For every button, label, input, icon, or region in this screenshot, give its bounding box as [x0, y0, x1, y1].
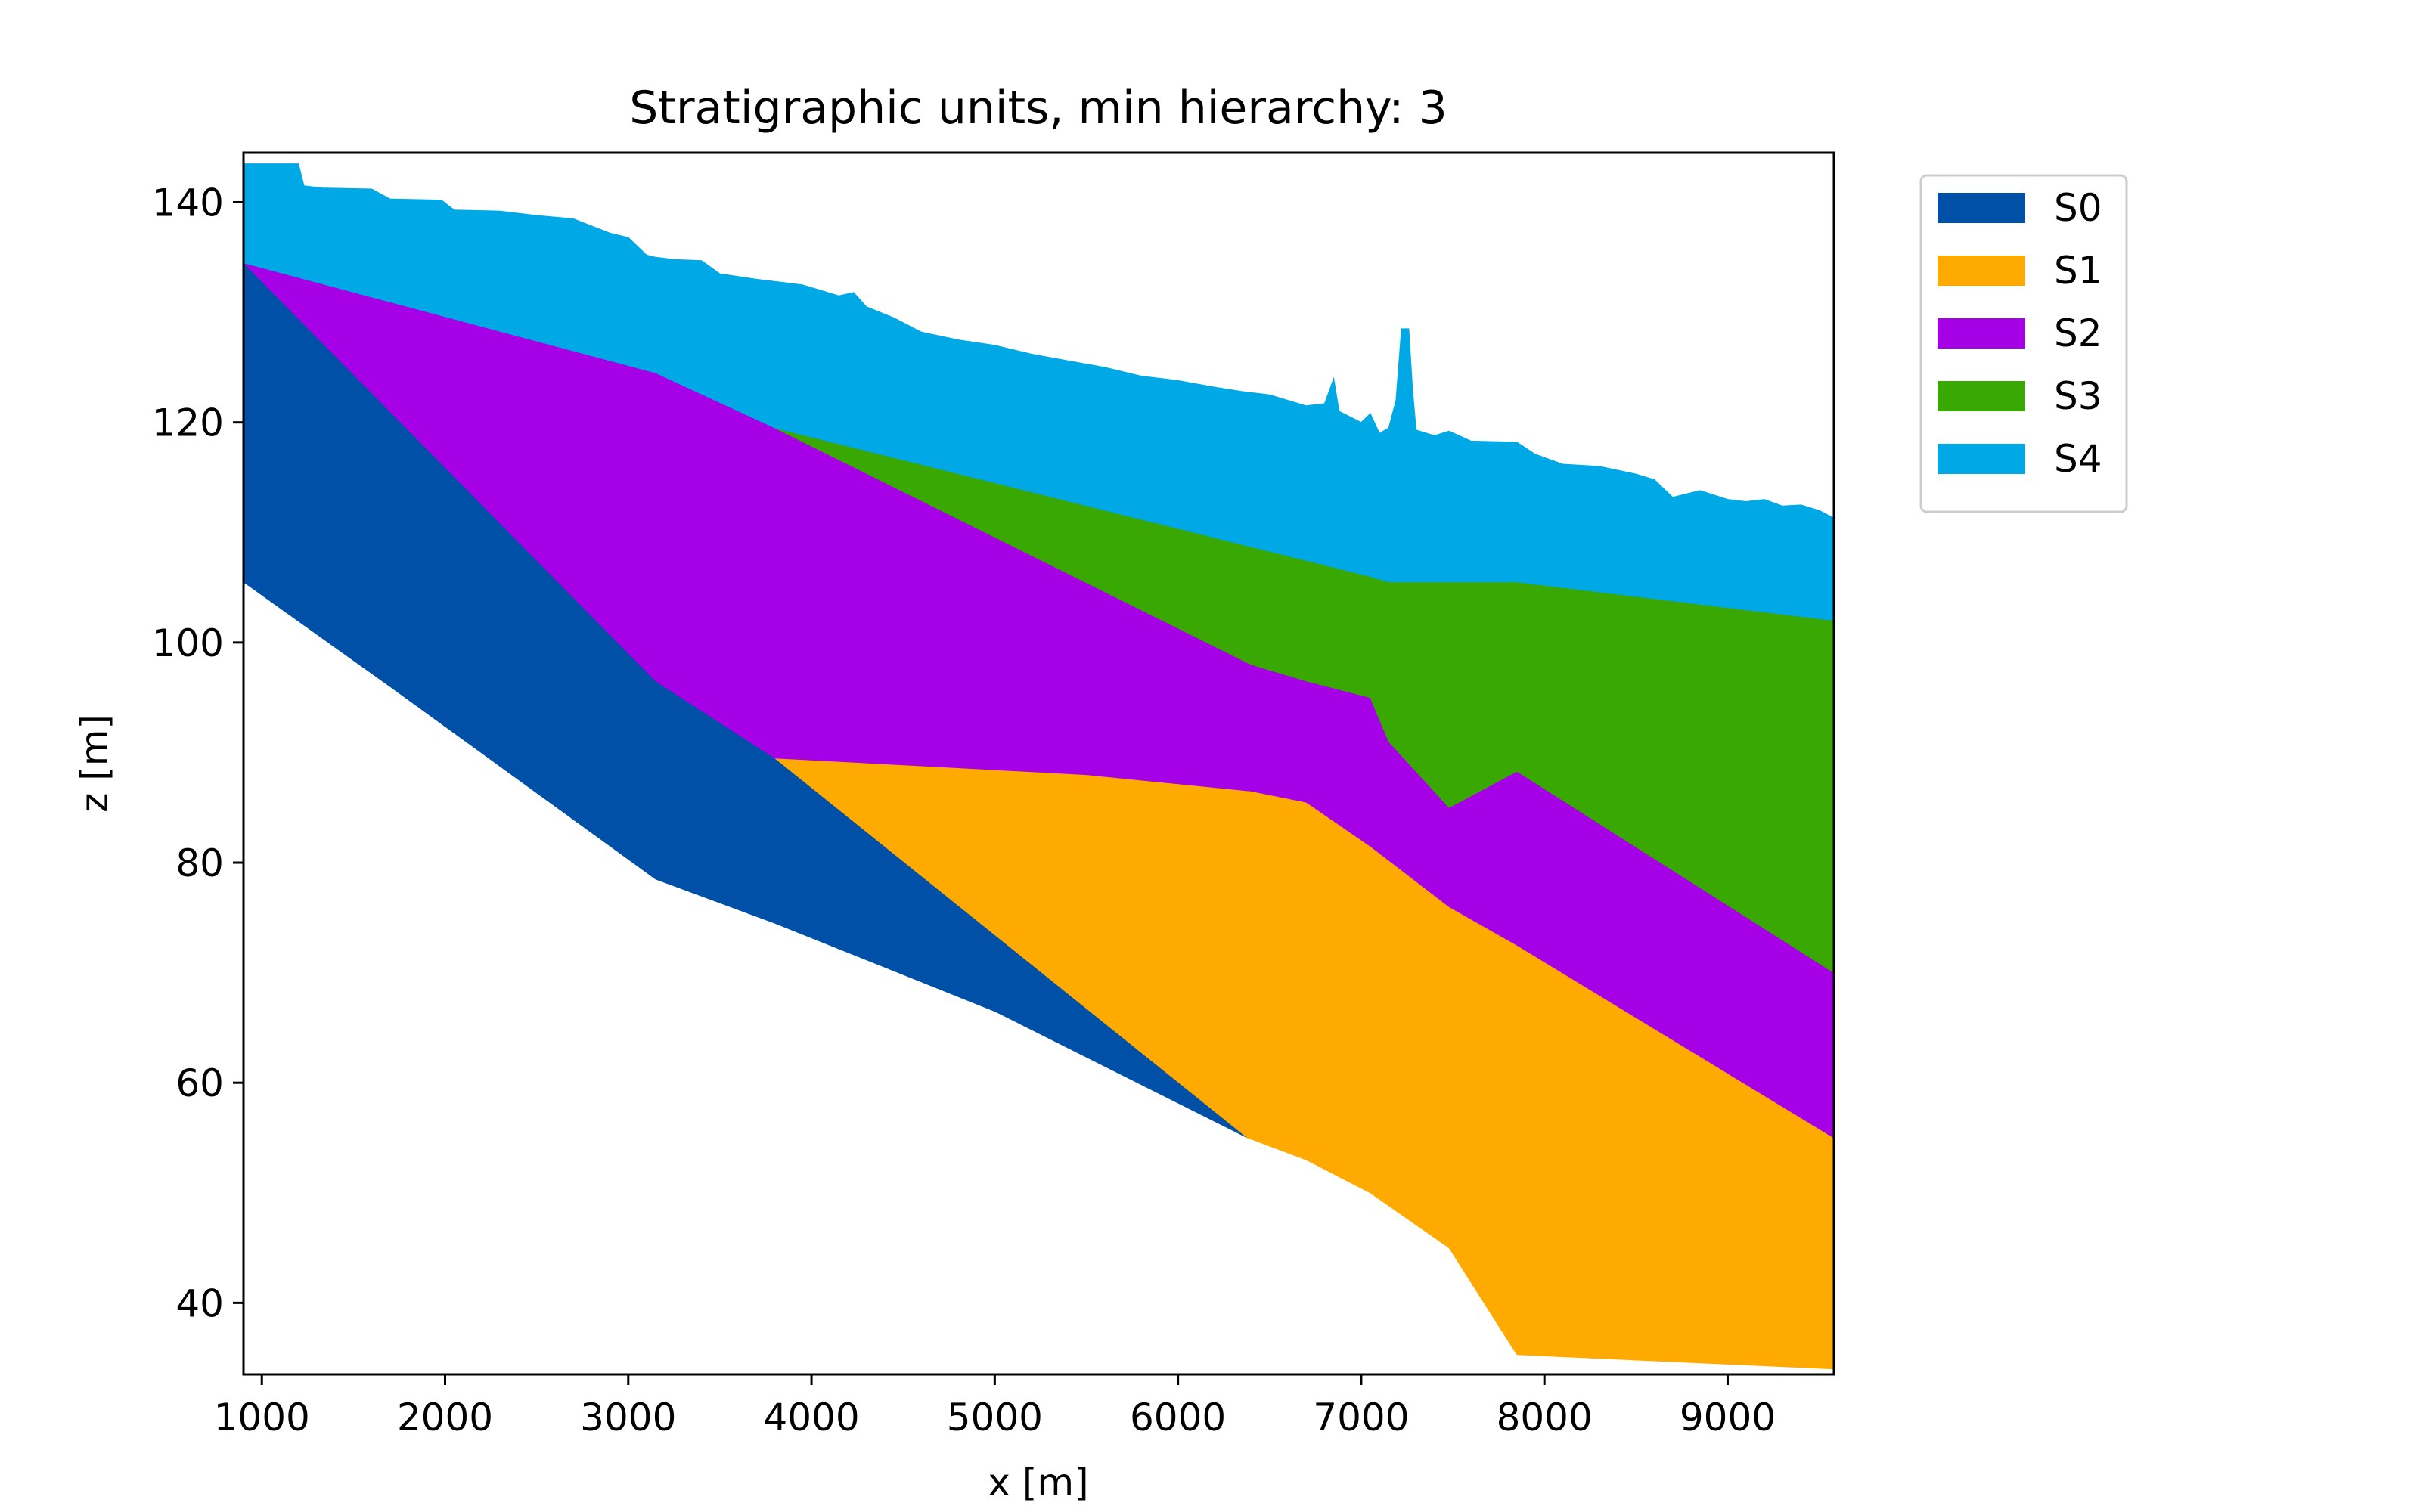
- x-tick-label: 2000: [397, 1396, 493, 1439]
- chart-title: Stratigraphic units, min hierarchy: 3: [629, 82, 1447, 135]
- y-tick-label: 100: [152, 621, 224, 665]
- plot-areas: [244, 163, 1834, 1370]
- y-tick-label: 140: [152, 181, 224, 225]
- legend-label-s4: S4: [2054, 437, 2102, 481]
- y-tick-label: 40: [175, 1281, 224, 1325]
- legend-label-s2: S2: [2054, 311, 2102, 355]
- y-tick-label: 120: [152, 401, 224, 445]
- x-tick-label: 3000: [580, 1396, 676, 1439]
- legend-swatch-s4: [1938, 444, 2025, 474]
- legend: S0 S1 S2 S3 S4: [1919, 174, 2128, 513]
- y-tick-label: 80: [175, 841, 224, 885]
- y-axis-ticks: 40 60 80 100 120 140: [152, 181, 244, 1325]
- plot-frame: [242, 151, 1835, 1376]
- x-tick-label: 6000: [1130, 1396, 1226, 1439]
- area-s4: [244, 163, 1834, 621]
- x-tick-label: 9000: [1680, 1396, 1776, 1439]
- x-tick-label: 4000: [763, 1396, 859, 1439]
- x-tick-label: 1000: [214, 1396, 310, 1439]
- legend-swatch-s1: [1938, 256, 2025, 286]
- x-axis-ticks: 1000 2000 3000 4000 5000 6000 7000 8000 9000: [214, 1374, 1776, 1439]
- x-tick-label: 5000: [947, 1396, 1043, 1439]
- legend-swatch-s0: [1938, 193, 2025, 223]
- legend-label-s0: S0: [2054, 186, 2102, 230]
- x-tick-label: 7000: [1313, 1396, 1409, 1439]
- x-axis-label: x [m]: [988, 1461, 1088, 1504]
- legend-label-s3: S3: [2054, 374, 2102, 418]
- x-tick-label: 8000: [1497, 1396, 1593, 1439]
- legend-swatch-s3: [1938, 381, 2025, 411]
- y-tick-label: 60: [175, 1061, 224, 1105]
- y-axis-label: z [m]: [73, 714, 116, 813]
- legend-label-s1: S1: [2054, 249, 2102, 293]
- legend-swatch-s2: [1938, 318, 2025, 349]
